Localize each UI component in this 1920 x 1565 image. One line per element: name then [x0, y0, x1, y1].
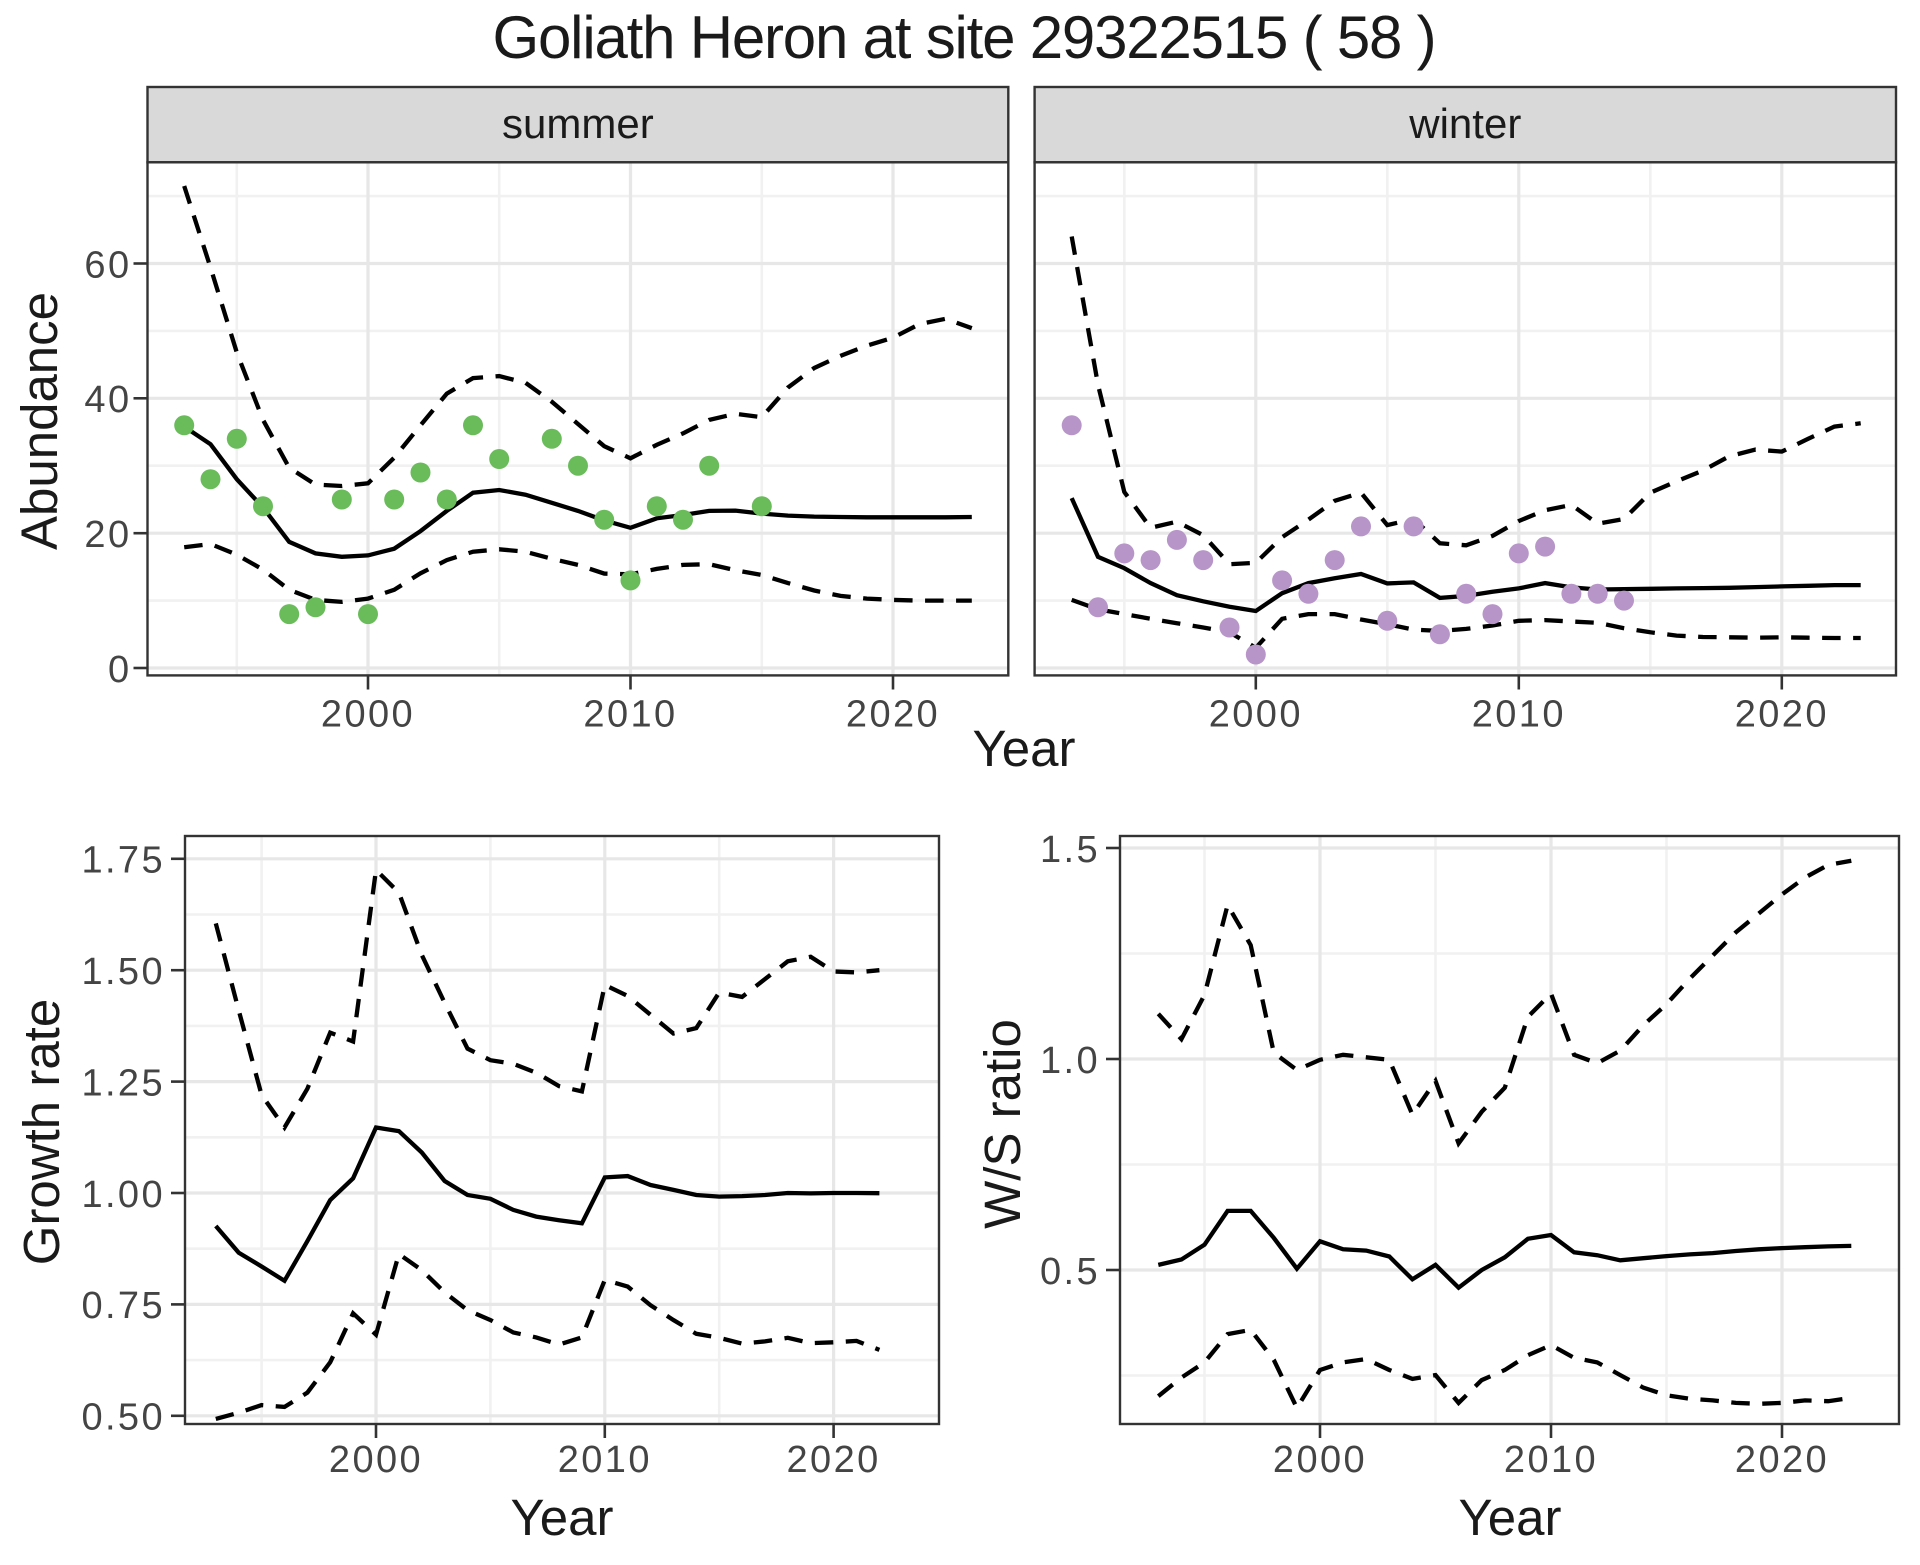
svg-text:1.0: 1.0 — [1040, 1040, 1100, 1082]
svg-text:2020: 2020 — [1735, 1439, 1829, 1481]
svg-text:Growth rate: Growth rate — [13, 999, 70, 1265]
svg-text:0: 0 — [108, 649, 132, 691]
svg-text:Year: Year — [1458, 1489, 1561, 1546]
svg-text:1.75: 1.75 — [81, 840, 165, 882]
svg-text:1.25: 1.25 — [81, 1062, 165, 1104]
svg-text:2020: 2020 — [787, 1439, 881, 1481]
svg-text:0.50: 0.50 — [81, 1397, 165, 1439]
svg-text:Year: Year — [972, 720, 1075, 777]
svg-text:2010: 2010 — [583, 694, 677, 736]
svg-text:0.5: 0.5 — [1040, 1251, 1100, 1293]
svg-text:winter: winter — [1408, 100, 1521, 147]
svg-text:Abundance: Abundance — [11, 292, 68, 550]
svg-text:0.75: 0.75 — [81, 1285, 165, 1327]
svg-text:2000: 2000 — [321, 694, 415, 736]
svg-text:2020: 2020 — [846, 694, 940, 736]
svg-text:2010: 2010 — [1472, 694, 1566, 736]
svg-text:1.00: 1.00 — [81, 1174, 165, 1216]
svg-text:2010: 2010 — [558, 1439, 652, 1481]
svg-text:1.5: 1.5 — [1040, 829, 1100, 871]
svg-text:Year: Year — [510, 1489, 613, 1546]
svg-text:2000: 2000 — [1209, 694, 1303, 736]
svg-text:2010: 2010 — [1504, 1439, 1598, 1481]
svg-text:20: 20 — [84, 514, 131, 556]
svg-text:2000: 2000 — [329, 1439, 423, 1481]
svg-text:60: 60 — [84, 244, 131, 286]
svg-text:Goliath Heron at site 29322515: Goliath Heron at site 29322515 ( 58 ) — [493, 4, 1436, 71]
svg-text:W/S ratio: W/S ratio — [974, 1019, 1031, 1229]
svg-text:40: 40 — [84, 379, 131, 421]
svg-text:summer: summer — [502, 100, 654, 147]
svg-text:2000: 2000 — [1273, 1439, 1367, 1481]
svg-text:2020: 2020 — [1735, 694, 1829, 736]
svg-text:1.50: 1.50 — [81, 951, 165, 993]
